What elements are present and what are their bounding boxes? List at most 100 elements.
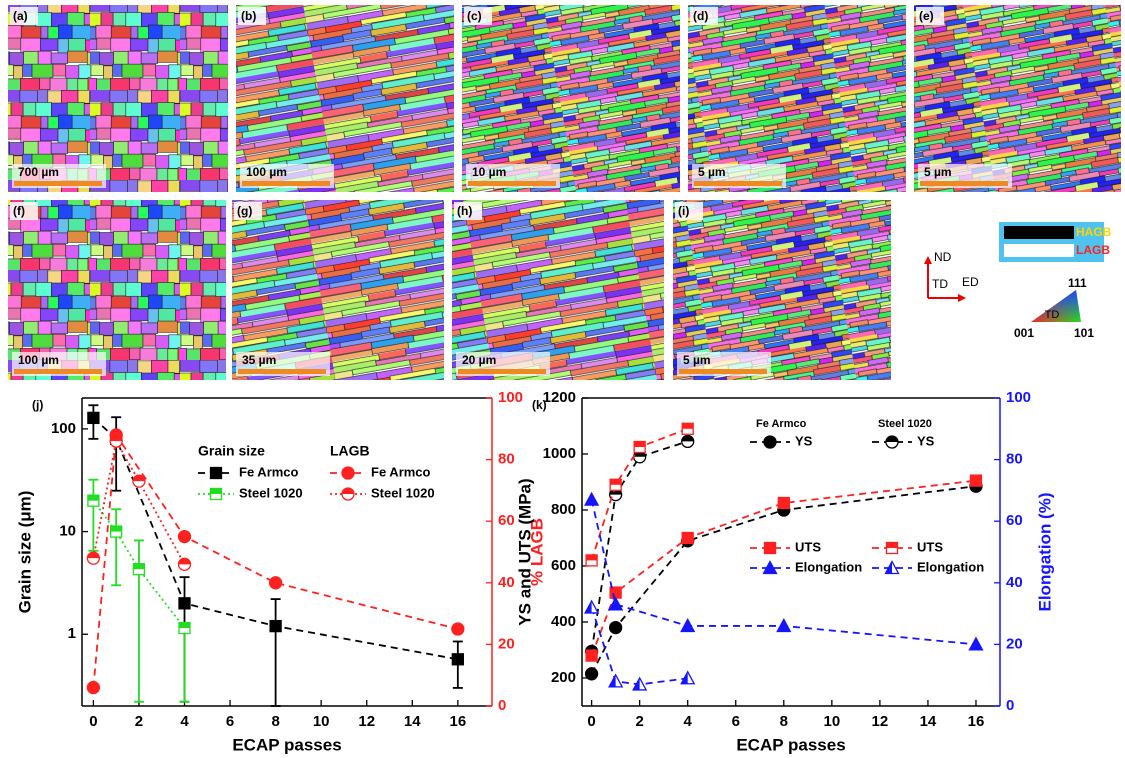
map-panel: (h) 20 µm xyxy=(452,200,664,380)
marker xyxy=(762,560,778,575)
ipf-triangle-overlay xyxy=(1031,290,1081,322)
marker xyxy=(209,466,223,480)
y2-tick-label: 40 xyxy=(498,574,515,591)
marker xyxy=(209,487,223,501)
panel-label-bg xyxy=(10,7,38,25)
marker xyxy=(341,466,355,480)
marker xyxy=(632,676,648,691)
marker xyxy=(777,496,790,510)
marker-half xyxy=(609,674,616,687)
nd-label: ND xyxy=(934,250,952,264)
ed-arrowhead xyxy=(958,294,966,302)
ipf-001: 001 xyxy=(1014,326,1034,340)
panel-label-bg xyxy=(238,7,266,25)
x-tick-label: 2 xyxy=(635,713,643,730)
marker-shape xyxy=(763,541,777,555)
marker xyxy=(608,673,624,688)
ebsd-map xyxy=(8,200,226,380)
y-tick-label: 1 xyxy=(68,625,76,642)
marker xyxy=(680,618,696,633)
marker-shape xyxy=(269,619,282,633)
marker xyxy=(177,529,192,544)
marker xyxy=(776,618,792,633)
marker xyxy=(110,525,123,538)
marker-shape xyxy=(680,618,696,633)
marker-half xyxy=(682,423,694,429)
marker-half xyxy=(179,622,190,629)
scale-bar xyxy=(694,181,782,186)
x-tick-label: 0 xyxy=(587,713,595,730)
marker-shape xyxy=(451,653,464,666)
y-tick-label: 200 xyxy=(551,669,576,686)
marker xyxy=(969,474,983,487)
scale-bar xyxy=(458,369,546,374)
marker-half xyxy=(586,554,598,561)
marker-shape xyxy=(968,636,984,651)
marker-shape xyxy=(584,491,600,506)
marker-shape xyxy=(86,680,101,695)
marker xyxy=(451,653,464,666)
marker-shape xyxy=(608,620,623,635)
y-tick-label: 600 xyxy=(551,557,576,574)
marker xyxy=(109,434,123,448)
x-tick-label: 12 xyxy=(358,713,375,730)
y-tick-label: 1200 xyxy=(543,389,576,406)
legend-label: Fe Armco xyxy=(371,464,431,479)
x-tick-label: 8 xyxy=(271,713,279,730)
legend-label: YS xyxy=(795,433,813,448)
panel-label: (h) xyxy=(457,204,472,218)
marker xyxy=(681,434,695,449)
scale-label: 5 µm xyxy=(683,353,711,367)
td-label: TD xyxy=(932,277,948,291)
y2-tick-label: 80 xyxy=(498,451,515,468)
scale-bar xyxy=(242,181,330,186)
marker-shape xyxy=(763,435,777,449)
scale-bar xyxy=(468,181,556,186)
marker-half xyxy=(886,542,898,548)
marker-half xyxy=(585,600,592,613)
panel-label: (e) xyxy=(919,9,934,23)
marker-shape xyxy=(451,622,465,636)
legend-label: Fe Armco xyxy=(239,464,299,479)
scale-bar xyxy=(238,369,326,374)
legend-label: Elongation xyxy=(917,559,984,574)
marker xyxy=(884,560,900,575)
marker-half xyxy=(885,561,892,574)
nd-arrowhead xyxy=(924,256,932,264)
marker-shape xyxy=(585,649,598,662)
scale-label: 700 µm xyxy=(18,165,59,179)
x-tick-label: 16 xyxy=(449,713,466,730)
marker xyxy=(584,491,600,506)
marker-shape xyxy=(268,576,283,590)
marker-shape xyxy=(969,474,983,487)
series xyxy=(584,479,983,681)
marker xyxy=(585,649,598,662)
panel-label-bg xyxy=(10,202,38,220)
y2-tick-label: 20 xyxy=(498,635,515,652)
y-axis-title: YS and UTS (MPa) xyxy=(515,478,534,625)
marker xyxy=(268,576,283,590)
series xyxy=(86,434,192,571)
y2-tick-label: 60 xyxy=(498,512,515,529)
x-tick-label: 10 xyxy=(823,713,840,730)
x-tick-label: 0 xyxy=(89,713,97,730)
ipf-101: 101 xyxy=(1074,326,1094,340)
error-bar xyxy=(111,508,122,587)
marker-half xyxy=(110,526,122,532)
scale-label: 100 µm xyxy=(246,165,287,179)
error-bar xyxy=(88,478,99,552)
series xyxy=(584,599,696,691)
map-panel: (b) 100 µm xyxy=(236,5,454,192)
y2-tick-label: 100 xyxy=(1006,389,1031,406)
marker-half xyxy=(886,436,898,442)
marker xyxy=(633,440,646,454)
x-tick-label: 12 xyxy=(872,713,889,730)
legend-group-title: LAGB xyxy=(330,443,370,459)
y2-tick-label: 40 xyxy=(1006,574,1023,591)
y-tick-label: 400 xyxy=(551,613,576,630)
ipf-td: TD xyxy=(1045,309,1060,321)
series-line xyxy=(590,607,688,686)
marker-shape xyxy=(209,466,223,480)
